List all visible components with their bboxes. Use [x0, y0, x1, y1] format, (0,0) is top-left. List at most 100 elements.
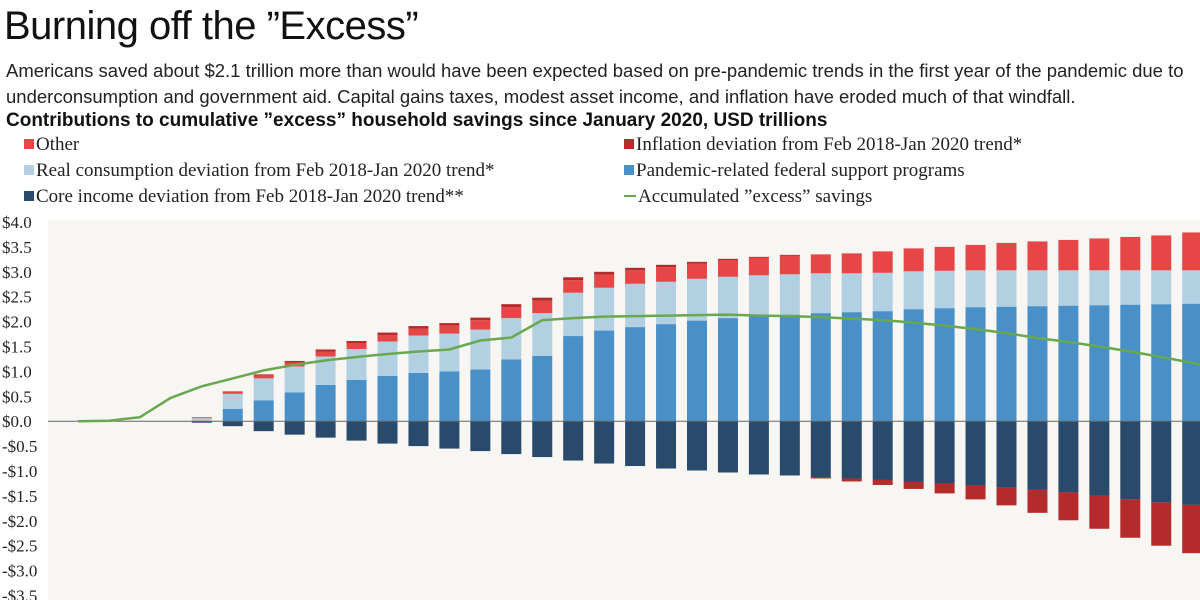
- bar-other: [779, 255, 800, 275]
- bar-inflation: [346, 341, 367, 344]
- y-tick-label: -$1.5: [2, 487, 37, 506]
- bar-core-income: [1058, 421, 1079, 493]
- bar-inflation: [1089, 495, 1110, 529]
- bar-inflation: [284, 360, 305, 363]
- bar-federal-support: [717, 318, 738, 422]
- bar-federal-support: [253, 400, 274, 422]
- bar-federal-support: [965, 307, 986, 422]
- bar-core-income: [377, 421, 398, 444]
- bar-core-income: [594, 421, 615, 464]
- bar-other: [965, 244, 986, 271]
- legend-label-core-income: Core income deviation from Feb 2018-Jan …: [36, 186, 464, 207]
- bar-core-income: [748, 421, 769, 475]
- bar-inflation: [1027, 489, 1048, 513]
- chart-title: Contributions to cumulative ”excess” hou…: [6, 110, 828, 131]
- bar-federal-support: [532, 355, 553, 422]
- y-tick-label: $0.0: [2, 412, 32, 431]
- chart-legend: Other Inflation deviation from Feb 2018-…: [0, 0, 1200, 210]
- bar-inflation: [779, 254, 800, 256]
- legend-label-other: Other: [36, 134, 80, 155]
- bar-other: [872, 251, 893, 273]
- bar-core-income: [315, 421, 336, 438]
- bar-core-income: [1120, 421, 1141, 500]
- page-subtitle: Americans saved about $2.1 trillion more…: [6, 60, 1184, 107]
- bar-real-consumption: [687, 278, 707, 321]
- bar-other: [222, 391, 243, 394]
- bar-other: [253, 375, 274, 379]
- bar-real-consumption: [1058, 270, 1079, 306]
- y-tick-label: -$3.0: [2, 562, 37, 581]
- bar-federal-support: [779, 314, 800, 422]
- y-tick-label: -$3.5: [2, 587, 37, 600]
- bar-inflation: [253, 374, 274, 376]
- bar-real-consumption: [563, 292, 584, 337]
- bar-real-consumption: [903, 271, 924, 310]
- bar-federal-support: [1027, 306, 1048, 422]
- bar-other: [439, 325, 460, 334]
- bar-inflation: [1182, 504, 1200, 554]
- bar-core-income: [841, 421, 862, 479]
- legend-label-real-consumption: Real consumption deviation from Feb 2018…: [36, 160, 495, 181]
- bar-inflation: [532, 297, 553, 301]
- bar-federal-support: [810, 313, 831, 422]
- bar-core-income: [779, 421, 800, 476]
- bar-inflation: [748, 256, 769, 258]
- bar-inflation: [377, 332, 398, 336]
- bar-core-income: [563, 421, 584, 461]
- bar-federal-support: [1151, 304, 1172, 422]
- legend-label-inflation: Inflation deviation from Feb 2018-Jan 20…: [636, 134, 1023, 155]
- bar-core-income: [965, 421, 986, 486]
- bar-real-consumption: [594, 287, 615, 331]
- bar-inflation: [1058, 492, 1079, 521]
- bar-federal-support: [996, 306, 1017, 422]
- y-tick-label: $0.5: [2, 387, 32, 406]
- bar-other: [717, 260, 738, 277]
- bar-inflation: [717, 258, 738, 261]
- bar-inflation: [594, 271, 615, 275]
- legend-label-accumulated-savings: Accumulated ”excess” savings: [638, 186, 873, 207]
- bar-core-income: [810, 421, 831, 477]
- bar-other: [408, 328, 429, 336]
- bar-inflation: [563, 277, 584, 281]
- bar-real-consumption: [315, 356, 336, 385]
- bar-real-consumption: [253, 378, 274, 401]
- bar-core-income: [408, 421, 429, 447]
- y-tick-label: $4.0: [2, 213, 32, 232]
- bar-federal-support: [656, 324, 677, 422]
- bar-core-income: [1089, 421, 1110, 496]
- bar-real-consumption: [408, 335, 429, 373]
- bar-other: [810, 254, 831, 274]
- bar-real-consumption: [191, 418, 212, 422]
- bar-other: [841, 253, 862, 274]
- bar-other: [532, 300, 553, 314]
- bar-federal-support: [346, 379, 367, 422]
- bar-core-income: [1151, 421, 1172, 503]
- bar-core-income: [656, 421, 677, 469]
- bar-federal-support: [439, 371, 460, 422]
- bar-inflation: [996, 487, 1017, 506]
- bar-other: [1120, 236, 1141, 271]
- bar-inflation: [625, 267, 646, 271]
- bar-federal-support: [934, 308, 955, 422]
- legend-swatch-core-income: [24, 191, 34, 201]
- bar-core-income: [1182, 421, 1200, 505]
- bar-real-consumption: [996, 270, 1017, 307]
- y-tick-label: -$2.5: [2, 537, 37, 556]
- bar-other: [501, 307, 522, 319]
- legend-item-core-income: Core income deviation from Feb 2018-Jan …: [24, 186, 464, 208]
- bar-other: [625, 270, 646, 284]
- page-title: Burning off the ”Excess”: [4, 4, 419, 48]
- bar-other: [687, 263, 707, 279]
- bar-federal-support: [408, 372, 429, 422]
- bar-other: [315, 351, 336, 357]
- bar-real-consumption: [810, 273, 831, 314]
- bar-federal-support: [903, 309, 924, 422]
- bar-core-income: [996, 421, 1017, 488]
- bar-real-consumption: [1151, 270, 1172, 305]
- bar-real-consumption: [934, 270, 955, 309]
- bar-core-income: [903, 421, 924, 482]
- legend-label-federal-support: Pandemic-related federal support program…: [636, 160, 965, 181]
- y-tick-label: $1.5: [2, 338, 32, 357]
- bar-real-consumption: [965, 270, 986, 308]
- bar-real-consumption: [656, 281, 677, 325]
